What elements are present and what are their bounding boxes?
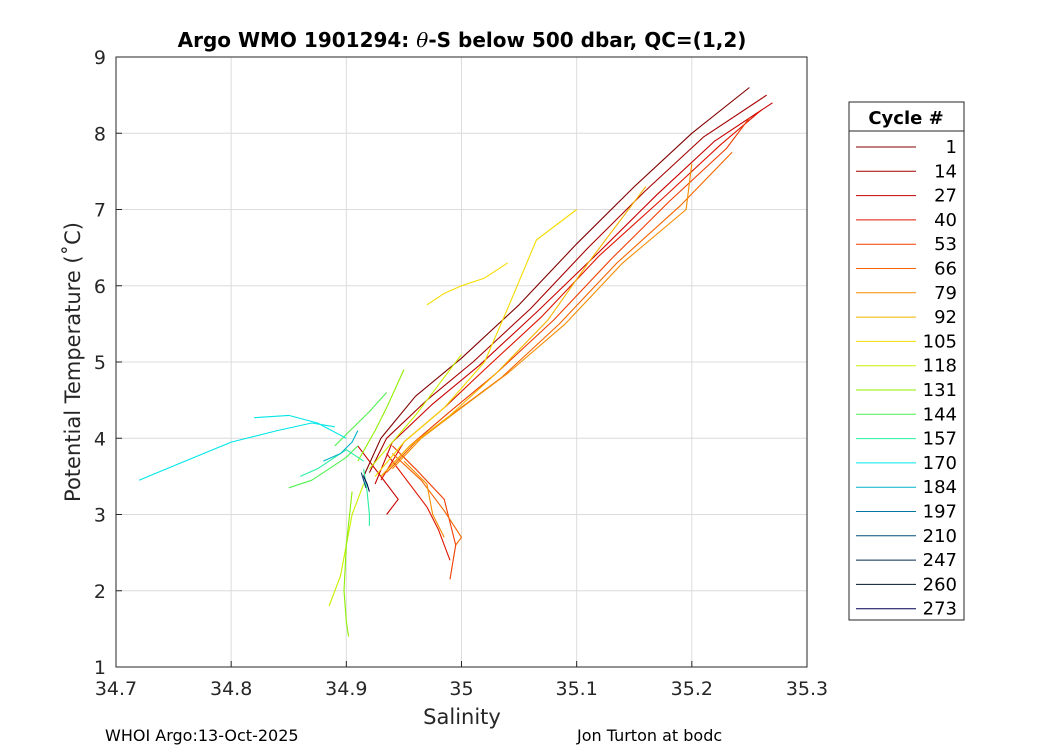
series-line bbox=[392, 453, 463, 546]
legend-entry-label: 1 bbox=[946, 137, 957, 158]
legend-entry-label: 105 bbox=[923, 331, 957, 352]
legend-entry-label: 79 bbox=[934, 283, 957, 304]
legend: Cycle # 1 14 27 40 53 66 79 92 105 118 131 144 157 17… bbox=[848, 101, 965, 621]
legend-entry-label: 53 bbox=[934, 234, 957, 255]
legend-entry-label: 131 bbox=[923, 380, 957, 401]
axis-ticks: 34.7 34.8 34.9 35 35.1 35.2 35.3 1 2 3 4 5 6 7 8 9 bbox=[94, 47, 828, 700]
x-tick-label: 34.8 bbox=[210, 678, 252, 700]
legend-entry-label: 273 bbox=[923, 599, 957, 620]
x-tick-label: 35.3 bbox=[786, 678, 828, 700]
series-line bbox=[360, 472, 367, 488]
legend-entry-label: 118 bbox=[923, 356, 957, 377]
legend-entry-label: 27 bbox=[934, 186, 957, 207]
series-lines bbox=[138, 87, 773, 637]
series-line bbox=[138, 422, 335, 481]
legend-box bbox=[848, 101, 965, 621]
series-line bbox=[254, 414, 347, 439]
y-axis-label: Potential Temperature (˚C) bbox=[61, 222, 85, 502]
legend-entry-label: 92 bbox=[934, 307, 957, 328]
series-line bbox=[363, 476, 370, 492]
chart-title: Argo WMO 1901294: θ-S below 500 dbar, QC… bbox=[178, 28, 747, 52]
series-line bbox=[343, 491, 353, 637]
legend-entry-label: 40 bbox=[934, 210, 957, 231]
legend-entries: 1 14 27 40 53 66 79 92 105 118 131 144 157 170 184 197 2… bbox=[856, 137, 957, 620]
y-tick-label: 6 bbox=[94, 276, 106, 298]
y-tick-label: 1 bbox=[94, 657, 106, 679]
series-line bbox=[357, 445, 399, 515]
series-line bbox=[363, 87, 750, 477]
series-line bbox=[288, 445, 359, 489]
legend-entry-label: 170 bbox=[923, 453, 957, 474]
series-line bbox=[392, 445, 457, 580]
x-tick-label: 34.7 bbox=[95, 678, 137, 700]
legend-entry-label: 197 bbox=[923, 502, 957, 523]
y-tick-label: 4 bbox=[94, 428, 106, 450]
series-line bbox=[380, 186, 647, 477]
y-tick-label: 2 bbox=[94, 581, 106, 603]
legend-entry-label: 260 bbox=[923, 574, 957, 595]
x-axis-label: Salinity bbox=[423, 705, 501, 729]
y-tick-label: 7 bbox=[94, 200, 106, 222]
title-theta: θ bbox=[416, 28, 428, 52]
legend-entry-label: 66 bbox=[934, 259, 957, 280]
legend-entry-label: 184 bbox=[923, 477, 957, 498]
series-line bbox=[334, 392, 388, 447]
x-tick-label: 35.2 bbox=[671, 678, 713, 700]
series-line bbox=[380, 117, 750, 477]
series-line bbox=[357, 369, 405, 462]
series-line bbox=[323, 430, 359, 462]
series-line bbox=[403, 460, 445, 538]
legend-entry-label: 210 bbox=[923, 526, 957, 547]
y-tick-label: 9 bbox=[94, 47, 106, 69]
y-tick-label: 5 bbox=[94, 352, 106, 374]
series-line bbox=[426, 262, 508, 306]
title-suffix: -S below 500 dbar, QC=(1,2) bbox=[428, 28, 746, 52]
legend-title: Cycle # bbox=[868, 108, 943, 129]
series-line bbox=[368, 354, 462, 470]
y-tick-label: 8 bbox=[94, 123, 106, 145]
legend-entry-label: 14 bbox=[934, 161, 957, 182]
series-line bbox=[368, 94, 768, 473]
legend-entry-label: 144 bbox=[923, 404, 957, 425]
legend-entry-label: 247 bbox=[923, 550, 957, 571]
series-line bbox=[300, 449, 364, 477]
series-line bbox=[374, 209, 578, 477]
footer-left: WHOI Argo:13-Oct-2025 bbox=[105, 726, 299, 745]
x-tick-label: 35.1 bbox=[556, 678, 598, 700]
series-line bbox=[386, 453, 451, 561]
series-line bbox=[374, 102, 773, 485]
x-tick-label: 34.9 bbox=[325, 678, 367, 700]
footer-right: Jon Turton at bodc bbox=[577, 726, 723, 745]
x-tick-label: 35 bbox=[449, 678, 473, 700]
title-prefix: Argo WMO 1901294: bbox=[178, 28, 417, 52]
y-tick-label: 3 bbox=[94, 505, 106, 527]
legend-entry-label: 157 bbox=[923, 429, 957, 450]
series-line bbox=[392, 163, 693, 470]
grid-lines bbox=[115, 56, 808, 668]
